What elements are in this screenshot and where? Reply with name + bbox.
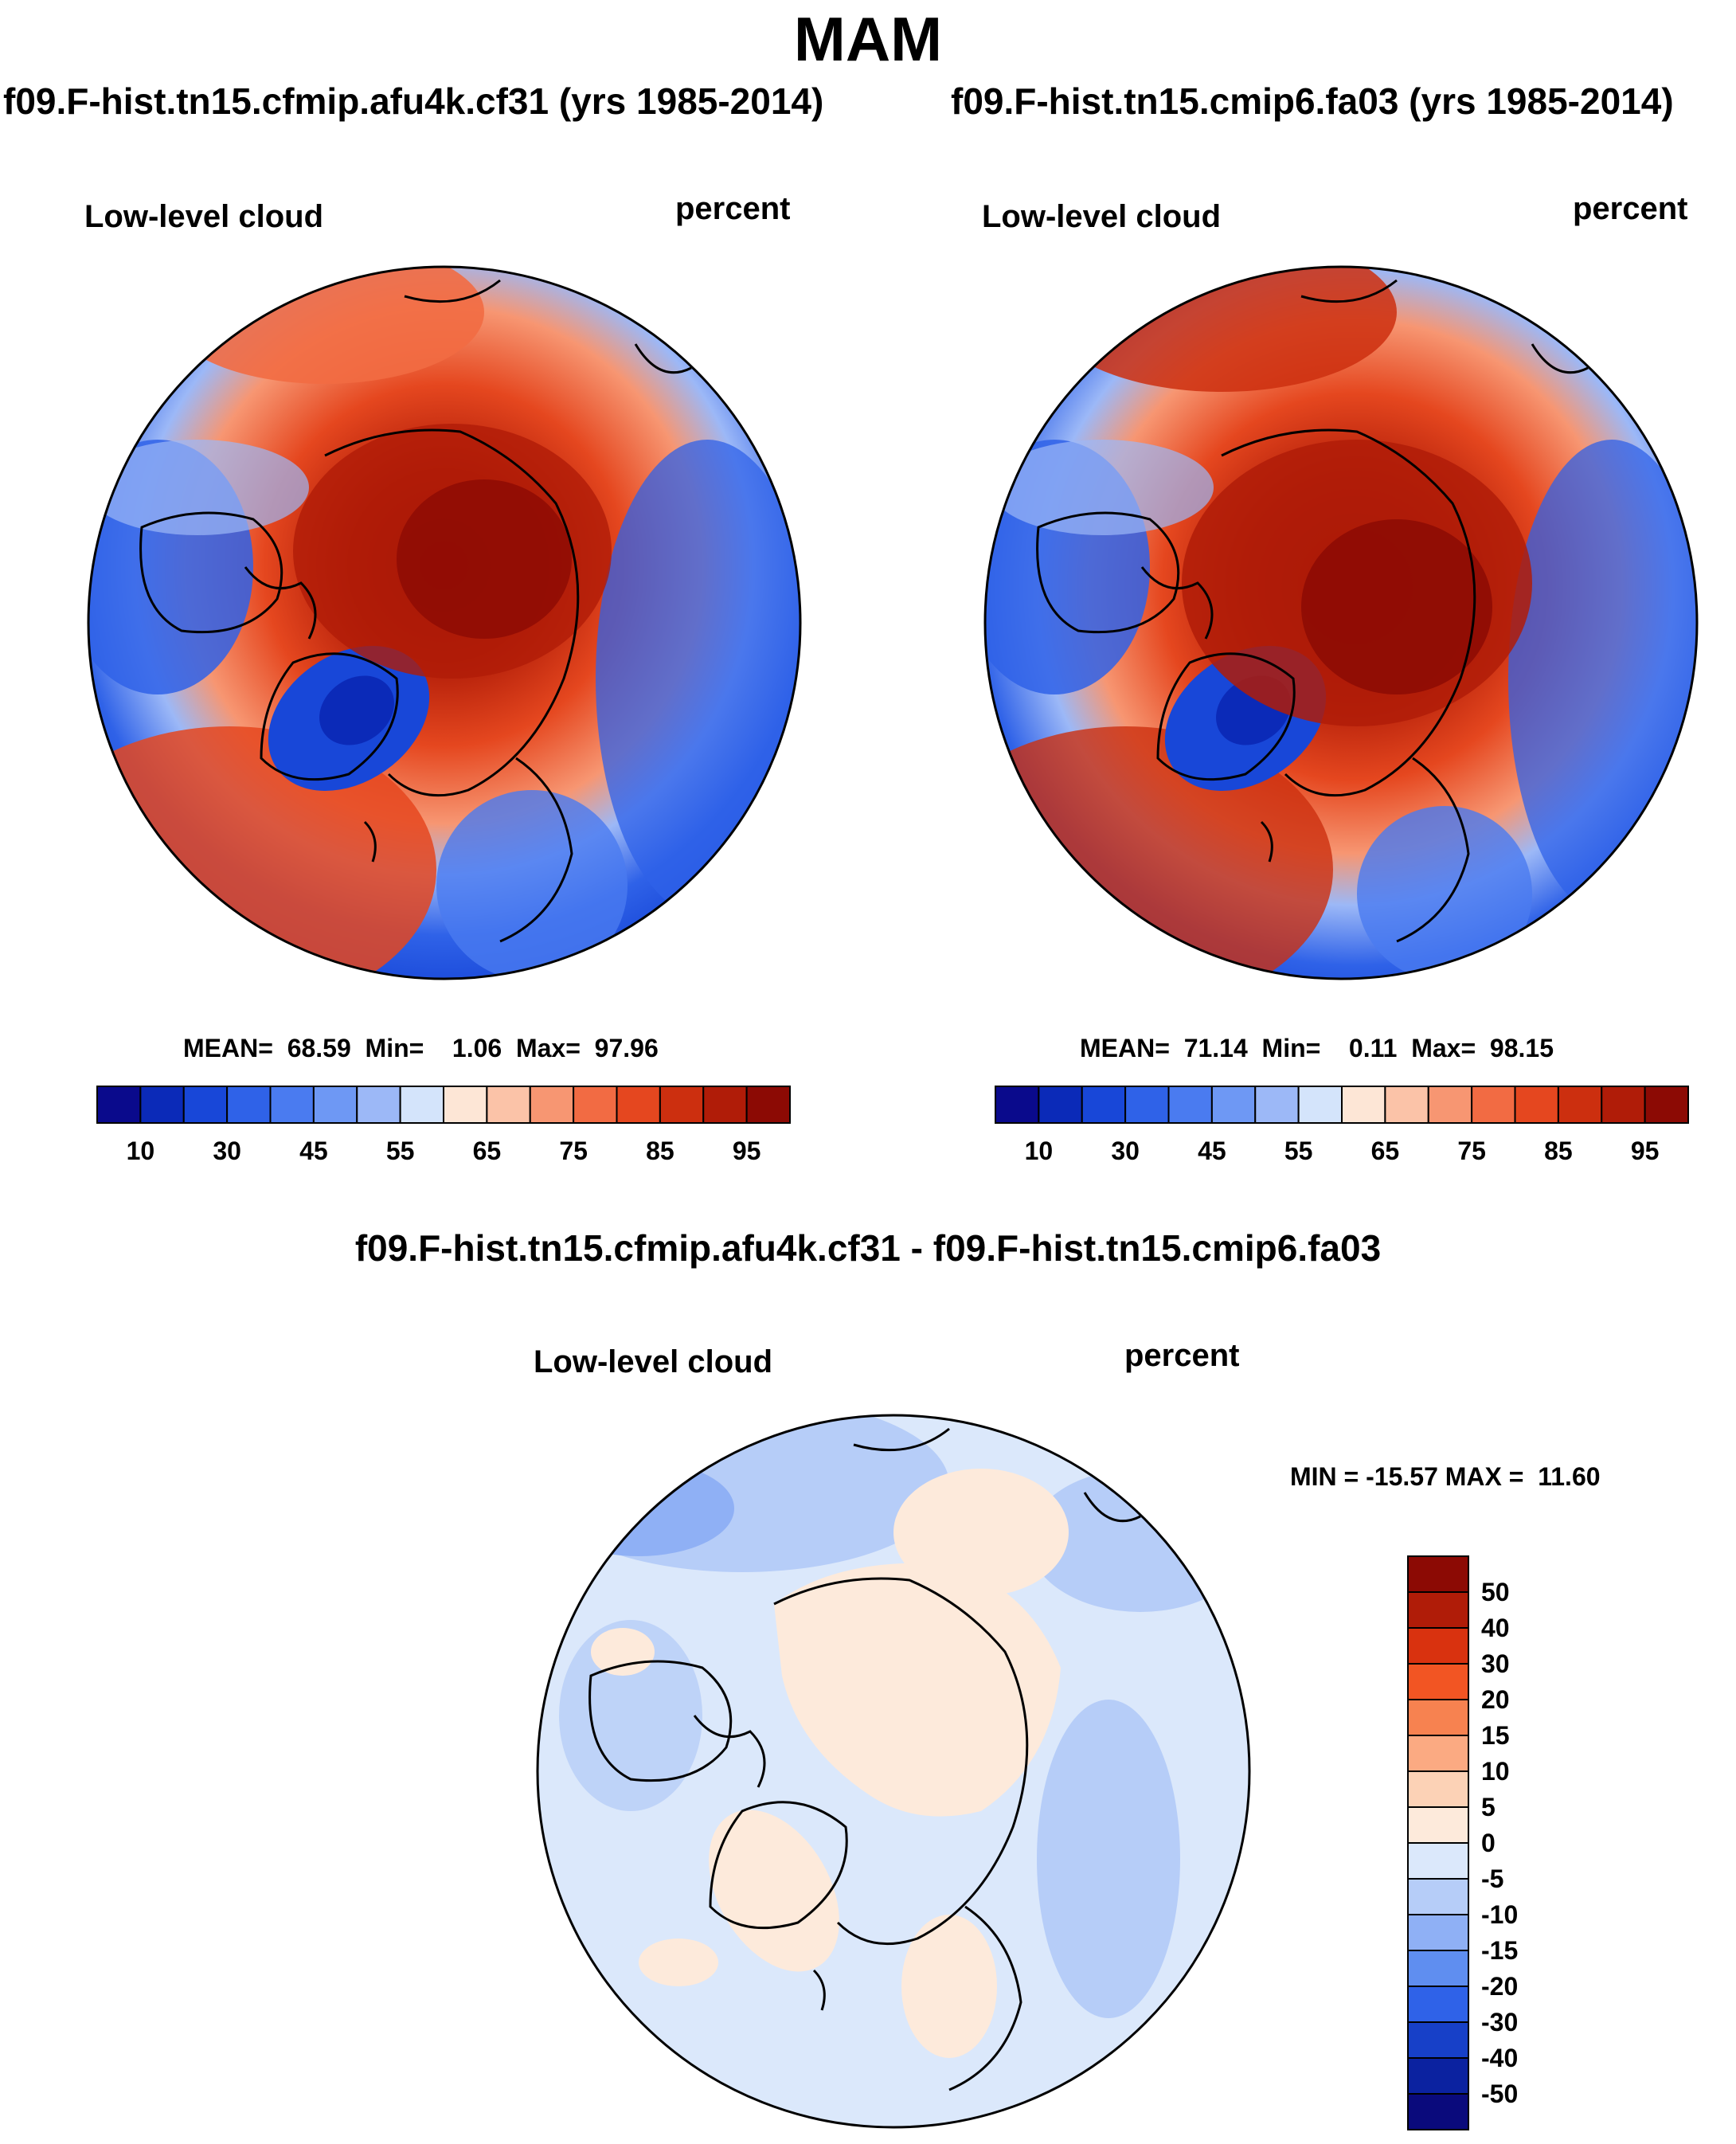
colorbar-right-tick-label: 45 <box>1198 1137 1226 1165</box>
colorbar-right-swatch <box>1471 1086 1516 1124</box>
colorbar-diff-swatch <box>1407 1699 1469 1736</box>
colorbar-right-swatch <box>1427 1086 1473 1124</box>
colorbar-left-swatch <box>356 1086 401 1124</box>
colorbar-diff-swatch <box>1407 1555 1469 1593</box>
colorbar-diff-tick-label: 15 <box>1481 1721 1510 1750</box>
colorbar-left-swatch <box>399 1086 444 1124</box>
colorbar-left-tick-label: 30 <box>213 1137 241 1165</box>
colorbar-diff-tick-label: -20 <box>1481 1972 1518 2001</box>
colorbar-right-swatch <box>995 1086 1040 1124</box>
colorbar-right-swatch <box>1124 1086 1170 1124</box>
colorbar-left-swatch <box>745 1086 791 1124</box>
colorbar-diff-swatch <box>1407 2057 1469 2095</box>
colorbar-left-tick-label: 85 <box>646 1137 674 1165</box>
colorbar-diff-swatch <box>1407 2093 1469 2130</box>
panel-diff-units: percent <box>1124 1338 1240 1373</box>
panel-left-title: f09.F-hist.tn15.cfmip.afu4k.cf31 (yrs 19… <box>3 80 824 122</box>
colorbar-right-swatch <box>1384 1086 1429 1124</box>
colorbar-right-swatch <box>1254 1086 1300 1124</box>
colorbar-left-swatch <box>486 1086 531 1124</box>
colorbar-left-swatch <box>139 1086 185 1124</box>
colorbar-diff-tick-label: -15 <box>1481 1936 1518 1965</box>
panel-left-variable: Low-level cloud <box>84 199 324 234</box>
panel-left-stats: MEAN= 68.59 Min= 1.06 Max= 97.96 <box>183 1034 659 1062</box>
colorbar-right-swatch <box>1557 1086 1603 1124</box>
colorbar-right-tick-label: 85 <box>1544 1137 1573 1165</box>
colorbar-diff-tick-label: -50 <box>1481 2079 1518 2108</box>
panel-diff-minmax: MIN = -15.57 MAX = 11.60 <box>1290 1462 1601 1491</box>
colorbar-left-swatch <box>702 1086 748 1124</box>
colorbar-diff-tick-label: -10 <box>1481 1900 1518 1929</box>
colorbar-diff-swatch <box>1407 1591 1469 1629</box>
colorbar-left-tick-label: 75 <box>559 1137 588 1165</box>
colorbar-right-swatch <box>1514 1086 1559 1124</box>
colorbar-diff-swatch <box>1407 1986 1469 2023</box>
colorbar-left-swatch <box>226 1086 272 1124</box>
colorbar-right-swatch <box>1081 1086 1127 1124</box>
colorbar-diff-swatch <box>1407 1806 1469 1844</box>
colorbar-left: 10 30 45 55 65 75 85 95 <box>96 1086 791 1165</box>
colorbar-diff-swatch <box>1407 1878 1469 1915</box>
colorbar-left-swatch <box>529 1086 575 1124</box>
colorbar-diff-swatch <box>1407 1950 1469 1987</box>
colorbar-diff-swatch <box>1407 1663 1469 1700</box>
colorbar-diff-tick-label: -30 <box>1481 2008 1518 2036</box>
colorbar-left-tick-label: 95 <box>733 1137 761 1165</box>
colorbar-right-tick-label: 10 <box>1025 1137 1054 1165</box>
colorbar-right-tick-label: 30 <box>1111 1137 1140 1165</box>
colorbar-right-swatch <box>1644 1086 1689 1124</box>
colorbar-left-swatch <box>182 1086 229 1124</box>
colorbar-left-tick-label: 10 <box>127 1137 155 1165</box>
colorbar-right-swatch <box>1297 1086 1343 1124</box>
colorbar-diff-swatch <box>1407 1735 1469 1772</box>
panel-right-units: percent <box>1573 191 1688 226</box>
colorbar-left-swatch <box>269 1086 315 1124</box>
colorbar-diff-tick-label: 50 <box>1481 1578 1510 1606</box>
panel-left-units: percent <box>675 191 791 226</box>
colorbar-right-swatch <box>1038 1086 1083 1124</box>
panel-right-title: f09.F-hist.tn15.cmip6.fa03 (yrs 1985-201… <box>951 80 1674 122</box>
colorbar-diff-swatch <box>1407 1770 1469 1808</box>
colorbar-diff-tick-label: 30 <box>1481 1649 1510 1678</box>
colorbar-right: 10 30 45 55 65 75 85 95 <box>995 1086 1689 1165</box>
colorbar-right-swatch <box>1167 1086 1213 1124</box>
colorbar-right-tick-label: 55 <box>1284 1137 1313 1165</box>
colorbar-left-swatch <box>573 1086 618 1124</box>
colorbar-left-tick-label: 45 <box>299 1137 328 1165</box>
colorbar-left-swatch <box>312 1086 358 1124</box>
colorbar-diff-swatch <box>1407 1627 1469 1665</box>
panel-right-stats: MEAN= 71.14 Min= 0.11 Max= 98.15 <box>1080 1034 1554 1062</box>
panel-diff-variable: Low-level cloud <box>534 1344 773 1379</box>
map-diff-polar <box>536 1414 1251 2129</box>
colorbar-left-swatch <box>659 1086 705 1124</box>
colorbar-right-swatch <box>1210 1086 1257 1124</box>
colorbar-left-swatch <box>96 1086 142 1124</box>
colorbar-right-tick-label: 75 <box>1457 1137 1486 1165</box>
colorbar-diff-swatch <box>1407 2021 1469 2059</box>
colorbar-left-tick-label: 55 <box>386 1137 415 1165</box>
colorbar-left-swatch <box>443 1086 488 1124</box>
colorbar-diff-tick-label: 20 <box>1481 1685 1510 1714</box>
map-left-polar <box>87 265 802 980</box>
colorbar-left-tick-label: 65 <box>473 1137 502 1165</box>
difference-title: f09.F-hist.tn15.cfmip.afu4k.cf31 - f09.F… <box>354 1227 1382 1269</box>
colorbar-diff-tick-label: 0 <box>1481 1829 1496 1857</box>
colorbar-right-swatch <box>1341 1086 1386 1124</box>
colorbar-diff-tick-label: -40 <box>1481 2044 1518 2072</box>
colorbar-diff-tick-label: 5 <box>1481 1793 1496 1821</box>
colorbar-diff-tick-label: 40 <box>1481 1614 1510 1642</box>
colorbar-left-swatch <box>616 1086 661 1124</box>
colorbar-diff-swatch <box>1407 1914 1469 1951</box>
colorbar-right-tick-label: 65 <box>1371 1137 1400 1165</box>
colorbar-diff-tick-label: 10 <box>1481 1757 1510 1786</box>
map-right-polar <box>983 265 1699 980</box>
panel-right-variable: Low-level cloud <box>982 199 1222 234</box>
colorbar-right-swatch <box>1601 1086 1646 1124</box>
figure-title: MAM <box>793 4 943 74</box>
colorbar-diff-swatch <box>1407 1842 1469 1880</box>
colorbar-diff-tick-label: -5 <box>1481 1864 1503 1893</box>
colorbar-right-tick-label: 95 <box>1631 1137 1660 1165</box>
